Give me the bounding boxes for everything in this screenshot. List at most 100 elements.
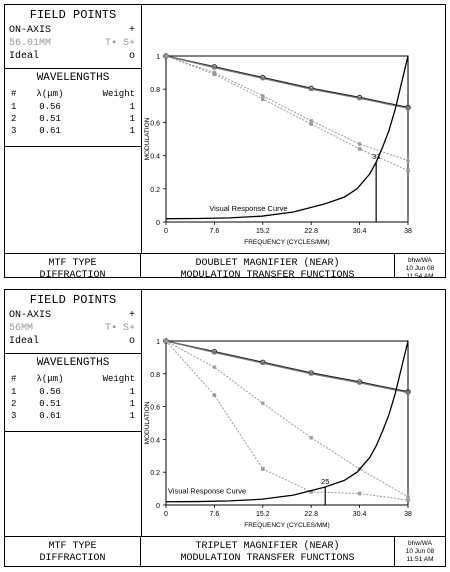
field-point-row: ON-AXIS + [9, 25, 137, 37]
stamp-cell: bhw/WA 10 Jun 08 11:51 AM [395, 537, 445, 569]
y-tick-label: 0.8 [150, 87, 160, 94]
wavelength-row: 3 0.61 1 [9, 411, 137, 422]
visual-response-label: Visual Response Curve [209, 204, 287, 213]
cell-weight: 1 [129, 102, 135, 112]
data-point-square [357, 491, 362, 496]
x-tick-label: 38 [404, 511, 412, 518]
data-point-star [406, 494, 410, 499]
x-tick-label: 0 [164, 228, 168, 235]
field-point-label: Ideal [9, 336, 40, 347]
cell-index: 3 [11, 411, 17, 421]
author-stamp: bhw/WA [408, 540, 432, 547]
plus-icon: + [128, 310, 135, 321]
x-axis-label: FREQUENCY (CYCLES/MM) [244, 522, 329, 529]
y-tick-label: 0.4 [150, 154, 160, 161]
field-point-row: ON-AXIS + [9, 310, 137, 322]
data-point-star [260, 401, 265, 406]
y-axis-label: MODULATION [144, 117, 151, 160]
author-stamp: bhw/WA [408, 257, 432, 264]
cell-lambda: 0.56 [39, 387, 61, 397]
chart-title-cell: TRIPLET MAGNIFIER (NEAR) MODULATION TRAN… [141, 537, 395, 566]
star-stroke [406, 158, 410, 163]
field-point-row: Ideal o [9, 51, 137, 63]
x-tick-label: 15.2 [256, 228, 270, 235]
mtf-type-value: DIFFRACTION [39, 553, 106, 564]
series-line-visual-response [165, 55, 409, 220]
y-tick-label: 0.6 [150, 120, 160, 127]
wavelength-row: 1 0.56 1 [9, 102, 137, 113]
info-sidebar: FIELD POINTS ON-AXIS + 56.01MM T▪ S∗ Ide… [5, 5, 142, 253]
data-point-star [212, 70, 217, 75]
series-line-ideal [165, 340, 409, 393]
wavelength-header: # λ(μm) Weight [9, 374, 137, 385]
star-stroke [357, 142, 362, 146]
cell-lambda: 0.51 [39, 399, 61, 409]
data-point-square [261, 97, 265, 101]
y-tick-label: 1 [156, 339, 160, 346]
panel-footer: MTF TYPE DIFFRACTION TRIPLET MAGNIFIER (… [5, 536, 445, 566]
data-point-star [212, 365, 217, 370]
data-point-square [212, 65, 217, 70]
t-s-marker-icon: T▪ S∗ [104, 38, 135, 49]
star-stroke [260, 401, 265, 406]
visual-response-label: Visual Response Curve [168, 487, 246, 496]
info-sidebar: FIELD POINTS ON-AXIS + 56MM T▪ S∗ Ideal … [5, 290, 142, 536]
field-points-box: FIELD POINTS ON-AXIS + 56.01MM T▪ S∗ Ide… [5, 5, 141, 69]
x-tick-label: 30.4 [353, 511, 367, 518]
date-stamp: 10 Jun 08 [405, 265, 435, 272]
time-stamp: 11:51 AM [406, 556, 434, 563]
lens-title: DOUBLET MAGNIFIER (NEAR) [195, 258, 340, 269]
t-s-marker-icon: T▪ S∗ [104, 323, 135, 334]
header-index: # [11, 374, 17, 384]
header-lambda: λ(μm) [36, 89, 64, 99]
circle-icon: o [128, 51, 135, 62]
cutoff-frequency-label: 33 [372, 152, 380, 161]
data-point-square [261, 76, 265, 81]
data-point-square [406, 106, 410, 111]
plus-icon: + [128, 25, 135, 36]
series-line-on-axis [165, 340, 409, 394]
y-tick-label: 0.2 [150, 470, 160, 477]
field-points-title: FIELD POINTS [29, 293, 117, 307]
wavelengths-title: WAVELENGTHS [36, 357, 110, 369]
plot-frame [165, 55, 409, 223]
time-stamp: 11:54 AM [406, 273, 434, 280]
field-points-box: FIELD POINTS ON-AXIS + 56MM T▪ S∗ Ideal … [5, 290, 141, 354]
lens-title: TRIPLET MAGNIFIER (NEAR) [195, 541, 340, 552]
y-tick-label: 0.8 [150, 372, 160, 379]
data-point-square [406, 498, 410, 502]
series-line-visual-response [165, 340, 409, 503]
data-point-square [309, 372, 313, 376]
wavelengths-title: WAVELENGTHS [36, 72, 110, 84]
data-point-square [212, 393, 217, 397]
series-line-field-T [165, 55, 409, 171]
x-tick-label: 7.6 [210, 511, 220, 518]
field-point-label: ON-AXIS [9, 310, 52, 321]
series-line-ideal [165, 55, 409, 109]
data-point-star [309, 435, 314, 440]
mtf-type-value: DIFFRACTION [39, 270, 106, 281]
wavelength-row: 2 0.51 1 [9, 114, 137, 125]
y-axis-label: MODULATION [144, 401, 151, 444]
data-point-star [164, 54, 168, 58]
cell-weight: 1 [129, 126, 135, 136]
x-tick-label: 30.4 [353, 228, 367, 235]
field-points-title: FIELD POINTS [29, 8, 117, 22]
x-tick-label: 15.2 [256, 511, 270, 518]
y-tick-label: 0.6 [150, 405, 160, 412]
star-stroke [309, 435, 314, 440]
mtf-type-cell: MTF TYPE DIFFRACTION [5, 254, 141, 281]
data-point-star [406, 158, 410, 163]
data-point-square [309, 122, 313, 126]
data-point-square [357, 381, 362, 385]
x-tick-label: 7.6 [210, 228, 220, 235]
header-weight: Weight [102, 374, 135, 384]
wavelengths-box: WAVELENGTHS # λ(μm) Weight 1 0.56 1 2 0.… [5, 354, 141, 432]
data-point-square [261, 467, 265, 471]
cell-lambda: 0.51 [39, 114, 61, 124]
y-tick-label: 0.2 [150, 187, 160, 194]
star-stroke [164, 54, 168, 58]
data-point-square [309, 490, 313, 494]
plot-frame [165, 340, 409, 506]
cell-weight: 1 [129, 399, 135, 409]
